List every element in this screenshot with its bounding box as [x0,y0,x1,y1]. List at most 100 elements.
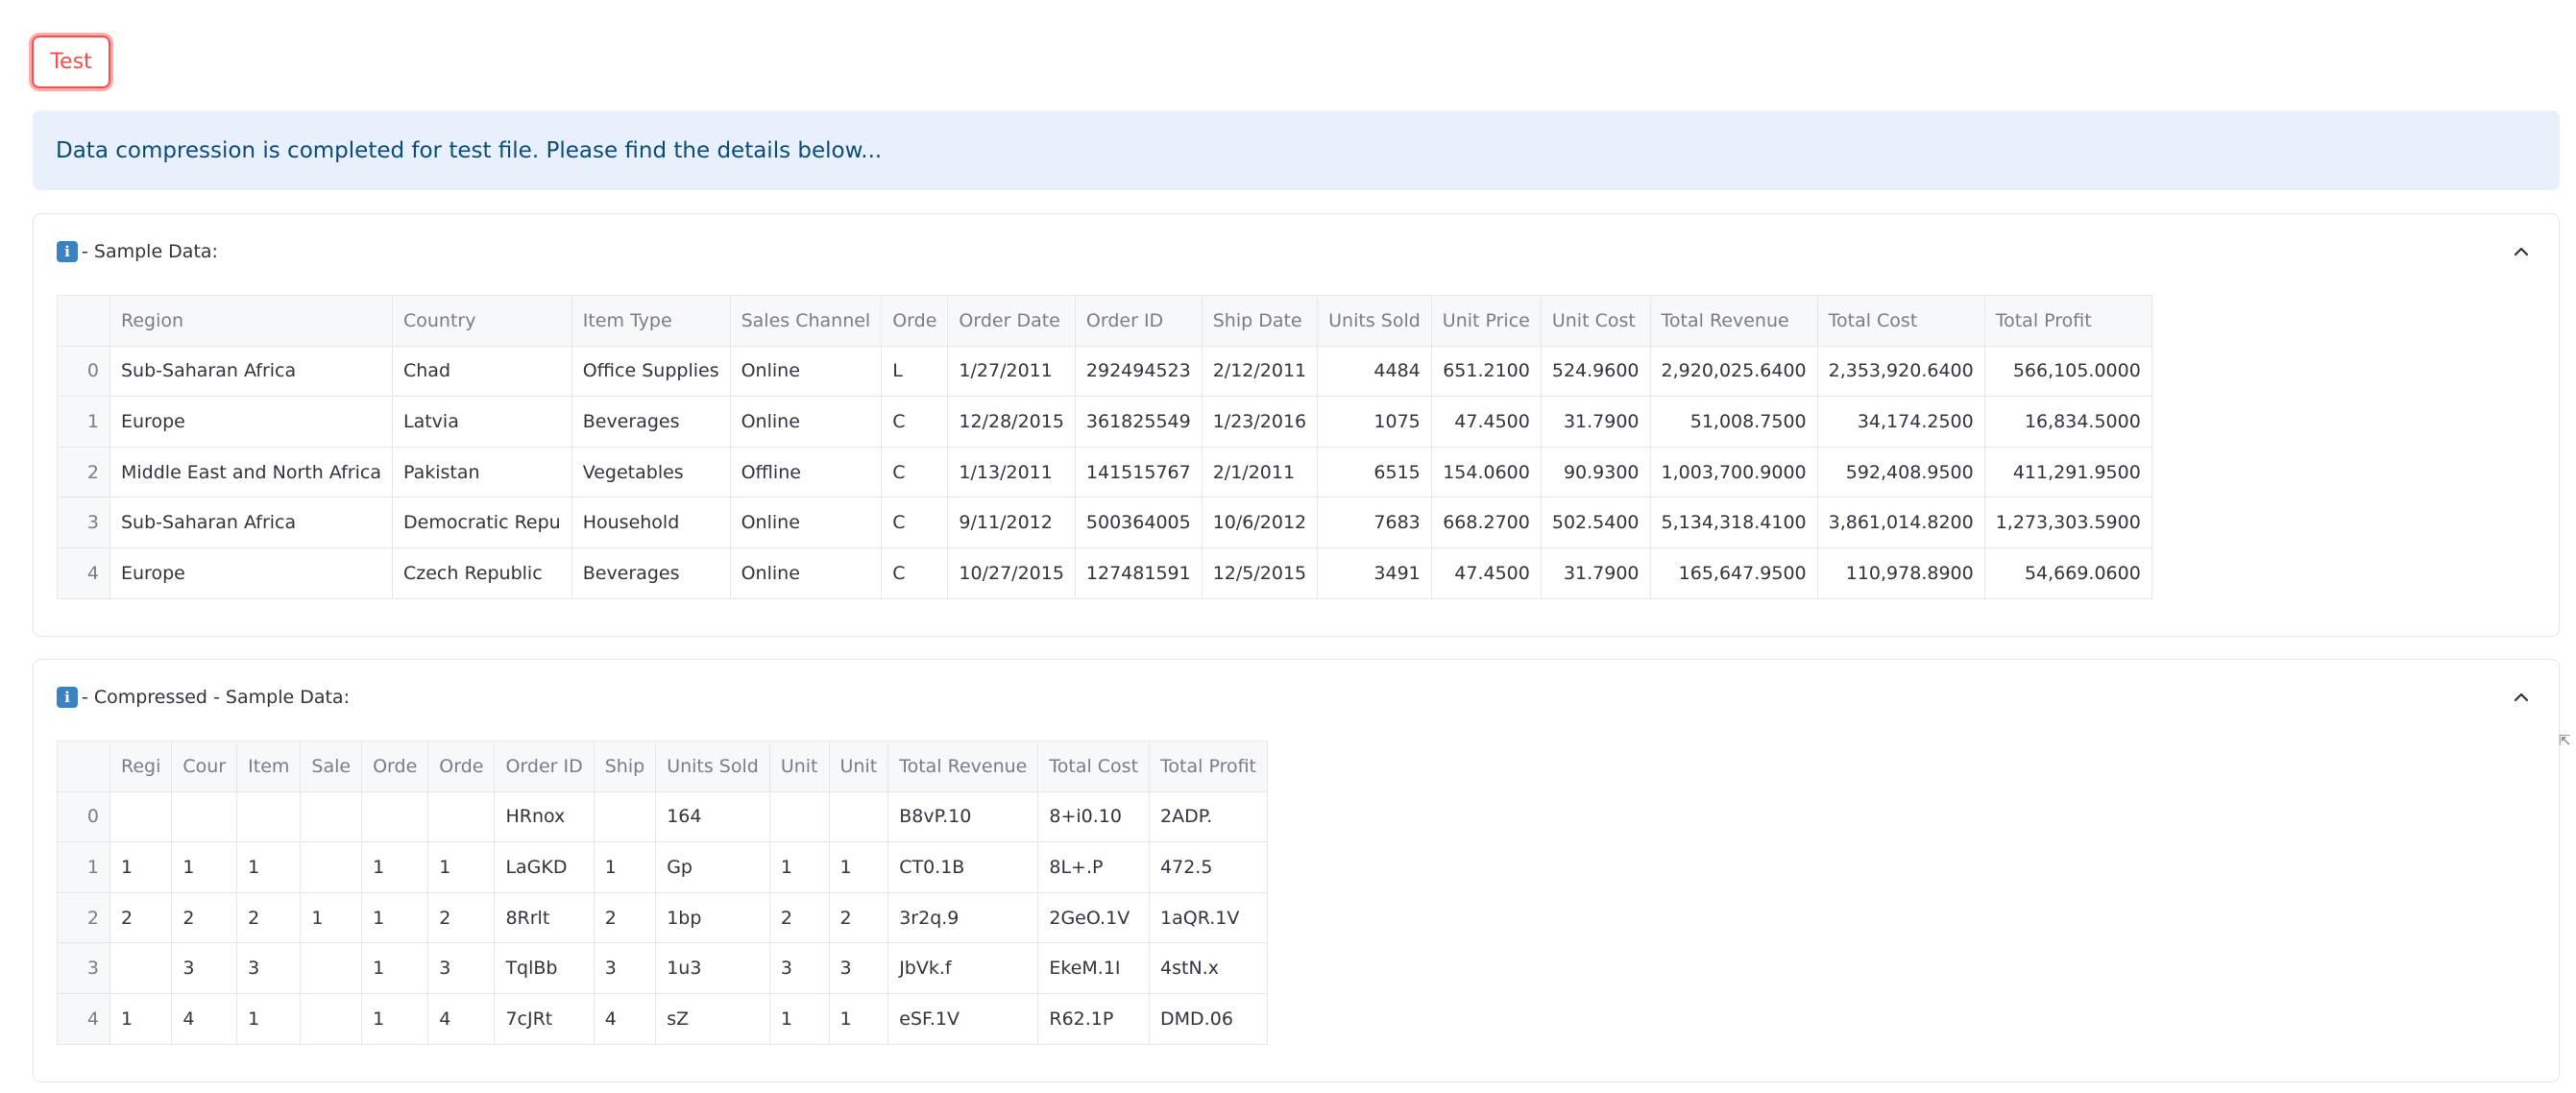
column-header[interactable]: Item Type [571,295,731,347]
table-cell[interactable]: Pakistan [392,446,572,498]
table-cell[interactable] [300,790,363,843]
table-cell[interactable]: Sub-Saharan Africa [109,345,393,398]
column-header[interactable]: Total Revenue [1649,295,1818,347]
table-cell[interactable]: 2 [427,891,496,944]
table-cell[interactable]: 154.0600 [1430,446,1542,498]
table-cell[interactable]: Europe [109,546,393,599]
table-cell[interactable]: 8+i0.10 [1037,790,1151,843]
table-cell[interactable]: 6515 [1317,446,1432,498]
table-cell[interactable] [300,841,363,893]
table-cell[interactable]: 3r2q.9 [887,891,1039,944]
table-row[interactable]: 1 Europe Latvia Beverages Online C 12/28/2015 3… [57,396,2152,448]
table-cell[interactable]: 47.4500 [1430,396,1542,448]
table-cell[interactable]: 9/11/2012 [947,497,1076,548]
table-cell[interactable]: 10/6/2012 [1201,497,1319,548]
row-index[interactable]: 1 [57,841,110,893]
table-cell[interactable]: 5,134,318.4100 [1649,497,1818,548]
table-cell[interactable]: 3 [768,942,830,994]
table-cell[interactable]: Europe [109,396,393,448]
row-index[interactable]: 0 [57,345,110,398]
table-cell[interactable]: 1/13/2011 [947,446,1076,498]
table-cell[interactable]: 51,008.7500 [1649,396,1818,448]
table-cell[interactable]: 3 [593,942,657,994]
column-header[interactable]: Regi [109,741,173,792]
table-cell[interactable]: C [881,497,949,548]
table-cell[interactable] [593,790,657,843]
table-cell[interactable]: 1 [768,992,830,1045]
table-cell[interactable] [236,790,302,843]
table-row[interactable]: 3 Sub-Saharan Africa Democratic Repu Househ… [57,497,2152,548]
column-header[interactable]: Units Sold [1317,295,1432,347]
table-cell[interactable]: TqlBb [494,942,595,994]
sample-data-header[interactable]: i - Sample Data: [57,237,218,266]
chevron-up-icon[interactable] [2511,241,2532,262]
index-header[interactable] [57,295,110,347]
table-cell[interactable]: Vegetables [571,446,731,498]
table-cell[interactable]: 2ADP. [1149,790,1269,843]
table-cell[interactable]: Latvia [392,396,572,448]
table-cell[interactable]: 4 [593,992,657,1045]
table-cell[interactable]: 668.2700 [1430,497,1542,548]
table-cell[interactable] [300,942,363,994]
row-index[interactable]: 4 [57,992,110,1045]
table-cell[interactable] [768,790,830,843]
table-cell[interactable]: CT0.1B [887,841,1039,893]
table-cell[interactable]: Household [571,497,731,548]
column-header[interactable]: Orde [427,741,496,792]
table-row[interactable]: 0 Sub-Saharan Africa Chad Office Supplies On… [57,345,2152,398]
table-cell[interactable]: 4stN.x [1149,942,1269,994]
table-cell[interactable]: 1 [427,841,496,893]
table-cell[interactable]: eSF.1V [887,992,1039,1045]
table-cell[interactable]: 2 [109,891,173,944]
table-cell[interactable]: 4 [171,992,238,1045]
table-cell[interactable]: 500364005 [1074,497,1203,548]
column-header[interactable]: Unit Cost [1540,295,1651,347]
table-cell[interactable]: LaGKD [494,841,595,893]
resize-arrow-icon[interactable]: ⇱ [2559,732,2571,749]
row-index[interactable]: 3 [57,497,110,548]
table-cell[interactable]: 1075 [1317,396,1432,448]
table-cell[interactable]: Democratic Repu [392,497,572,548]
column-header[interactable]: Total Profit [1983,295,2152,347]
table-cell[interactable]: 472.5 [1149,841,1269,893]
column-header[interactable]: Orde [361,741,429,792]
table-cell[interactable]: 90.9300 [1540,446,1651,498]
table-cell[interactable]: 10/27/2015 [947,546,1076,599]
table-cell[interactable]: EkeM.1I [1037,942,1151,994]
table-cell[interactable]: 2 [236,891,302,944]
row-index[interactable]: 4 [57,546,110,599]
table-cell[interactable]: 1 [768,841,830,893]
column-header[interactable]: Unit [828,741,889,792]
column-header[interactable]: Cour [171,741,238,792]
table-cell[interactable] [109,942,173,994]
table-cell[interactable]: 54,669.0600 [1983,546,2152,599]
table-cell[interactable]: 1bp [655,891,770,944]
table-cell[interactable]: 1/27/2011 [947,345,1076,398]
table-cell[interactable]: 110,978.8900 [1816,546,1985,599]
table-cell[interactable]: C [881,546,949,599]
table-cell[interactable]: 1 [828,992,889,1045]
table-cell[interactable]: 1 [171,841,238,893]
table-cell[interactable]: 8L+.P [1037,841,1151,893]
compressed-data-header[interactable]: i - Compressed - Sample Data: [57,683,350,712]
column-header[interactable]: Unit [768,741,830,792]
table-cell[interactable]: 2,920,025.6400 [1649,345,1818,398]
table-cell[interactable]: 1aQR.1V [1149,891,1269,944]
table-cell[interactable]: 2,353,920.6400 [1816,345,1985,398]
table-cell[interactable]: 1u3 [655,942,770,994]
column-header[interactable]: Units Sold [655,741,770,792]
column-header[interactable]: Unit Price [1430,295,1542,347]
table-cell[interactable] [427,790,496,843]
table-cell[interactable]: 4 [427,992,496,1045]
row-index[interactable]: 0 [57,790,110,843]
table-row[interactable]: 4 1 4 1 1 4 7cJRt 4 sZ 1 1 eSF.1V R62.1P DMD.06 [57,992,1269,1045]
compressed-data-table[interactable]: Regi Cour Item Sale Orde Orde Order ID Ship Unit… [57,741,1269,1045]
table-cell[interactable]: 16,834.5000 [1983,396,2152,448]
table-cell[interactable]: 1 [361,891,429,944]
table-cell[interactable]: 1 [109,992,173,1045]
table-cell[interactable]: 651.2100 [1430,345,1542,398]
table-cell[interactable]: 1 [361,942,429,994]
table-cell[interactable]: 4484 [1317,345,1432,398]
table-cell[interactable]: 2GeO.1V [1037,891,1151,944]
table-cell[interactable]: 31.7900 [1540,546,1651,599]
